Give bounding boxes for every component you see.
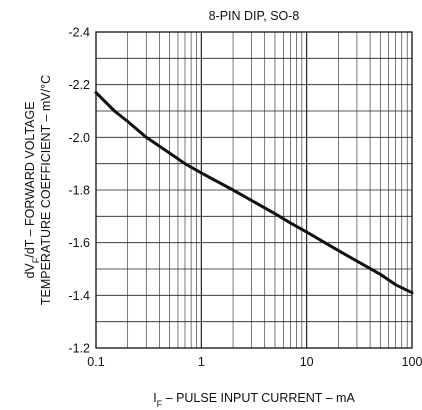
y-tick-label: -2.4 [68,26,90,40]
x-tick-label: 0.1 [87,355,104,369]
series [94,91,414,295]
grid [96,32,412,348]
y-tick-label: -1.2 [68,342,90,356]
y-tick-label: -1.4 [68,289,90,303]
series-line [94,91,414,295]
y-axis-label-line1: dVF/dT – FORWARD VOLTAGE [23,101,41,278]
y-tick-label: -1.8 [68,184,90,198]
y-tick-label: -2.2 [68,78,90,92]
tick-labels: 0.1 1 10 100 -2.4 -2.2 -2.0 -1.8 -1.6 -1.4 -1.2 [68,26,422,370]
y-axis-label-line2: TEMPERATURE COEFFICIENT – mV/°C [39,75,53,305]
y-tick-label: -1.6 [68,236,90,250]
x-tick-label: 10 [300,355,314,369]
y-tick-label: -2.0 [68,131,90,145]
x-axis-label: IF – PULSE INPUT CURRENT – mA [153,391,355,409]
x-tick-label: 100 [402,355,422,369]
plot-frame [95,31,413,349]
x-tick-label: 1 [198,355,205,369]
chart-title: 8-PIN DIP, SO-8 [209,9,300,23]
